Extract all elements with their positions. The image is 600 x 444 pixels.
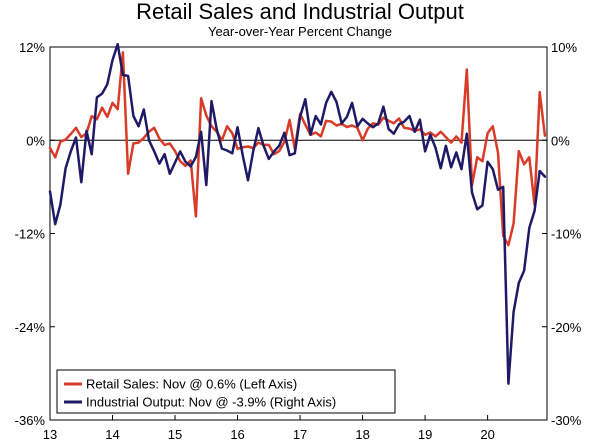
y-left-tick-label: 0%	[26, 133, 45, 148]
series-line-industrial-output	[48, 42, 547, 385]
x-tick-label: 13	[43, 427, 57, 442]
y-left-axis: 12% 0% -12% -24% -36%	[15, 40, 55, 428]
y-right-tick-label: 10%	[551, 40, 577, 55]
x-tick-label: 20	[480, 427, 494, 442]
x-tick-label: 16	[230, 427, 244, 442]
legend-label-retail: Retail Sales: Nov @ 0.6% (Left Axis)	[86, 377, 297, 392]
legend: Retail Sales: Nov @ 0.6% (Left Axis) Ind…	[56, 369, 396, 414]
y-left-tick-label: 12%	[19, 40, 45, 55]
y-right-tick-label: -20%	[551, 320, 582, 335]
legend-box	[56, 369, 396, 414]
x-tick-label: 19	[418, 427, 432, 442]
legend-label-industrial: Industrial Output: Nov @ -3.9% (Right Ax…	[86, 395, 336, 410]
x-tick-label: 14	[105, 427, 119, 442]
chart-subtitle: Year-over-Year Percent Change	[208, 24, 392, 39]
y-left-tick-label: -36%	[15, 413, 46, 428]
series-layer	[48, 42, 547, 385]
y-right-tick-label: -10%	[551, 227, 582, 242]
x-tick-label: 18	[355, 427, 369, 442]
y-right-tick-label: 0%	[551, 133, 570, 148]
x-axis: 13 14 15 16 17 18 19 20	[43, 415, 495, 442]
y-right-axis: 10% 0% -10% -20% -30%	[542, 40, 582, 428]
y-left-tick-label: -24%	[15, 320, 46, 335]
x-tick-label: 15	[168, 427, 182, 442]
x-tick-label: 17	[293, 427, 307, 442]
series-line-retail-sales	[48, 51, 547, 247]
chart-title: Retail Sales and Industrial Output	[136, 0, 464, 24]
y-left-tick-label: -12%	[15, 227, 46, 242]
y-right-tick-label: -30%	[551, 413, 582, 428]
